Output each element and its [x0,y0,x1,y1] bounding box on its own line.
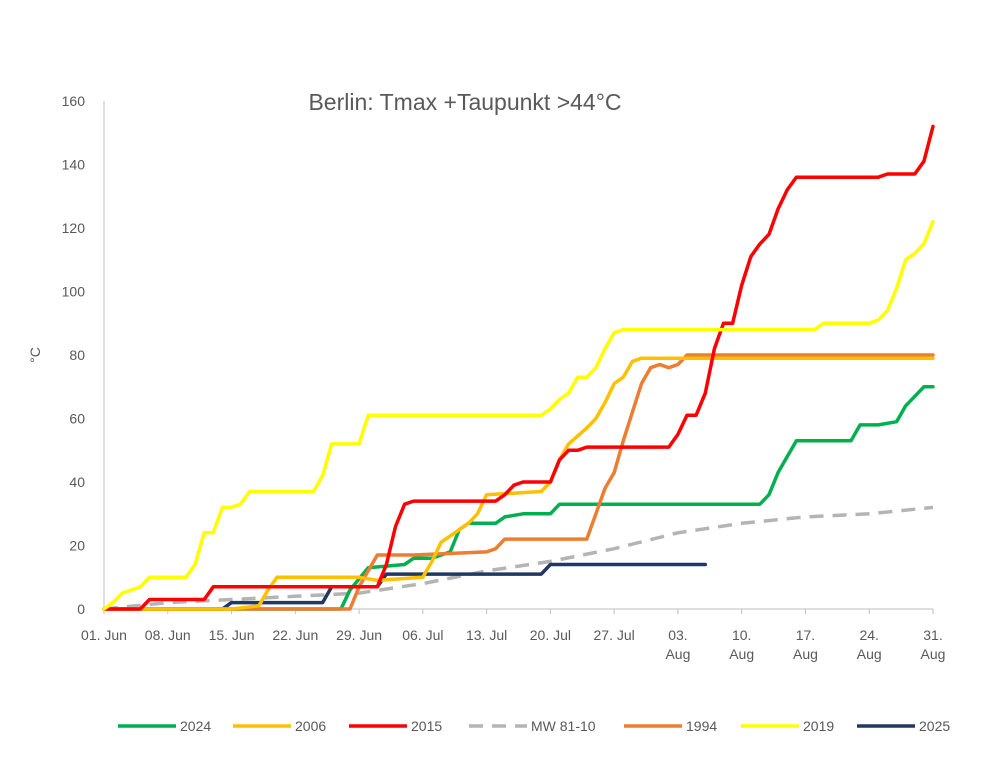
y-tick-label: 60 [69,411,85,427]
x-tick-label: 17. Aug [793,627,818,662]
y-tick-label: 40 [69,474,85,490]
legend-label: 2025 [919,718,950,734]
x-tick-label: 27. Jul [594,627,635,643]
y-tick-label: 160 [62,93,86,109]
y-tick-label: 80 [69,347,85,363]
x-tick-label: 08. Jun [145,627,191,643]
legend-label: 2015 [411,718,442,734]
y-axis-label: °C [27,347,43,363]
series-line-2006 [102,356,935,611]
x-tick-label: 31. Aug [921,627,946,662]
chart-title: Berlin: Tmax +Taupunkt >44°C [308,89,621,115]
x-tick-label: 15. Jun [209,627,255,643]
series-line-2015 [102,124,935,611]
series-line-1994 [102,353,935,611]
y-tick-labels: 0 20 40 60 80 100 120 140 160 [62,93,86,617]
series-lines [102,124,935,611]
x-tick-label: 13. Jul [466,627,507,643]
y-tick-label: 20 [69,538,85,554]
x-tick-label: 20. Jul [530,627,571,643]
x-tick-label: 06. Jul [402,627,443,643]
x-tick-label: 10. Aug [729,627,754,662]
y-tick-label: 140 [62,157,86,173]
y-tick-label: 120 [62,220,86,236]
legend-label: 2024 [180,718,211,734]
x-tick-label: 24. Aug [857,627,882,662]
x-tick-label: 01. Jun [81,627,127,643]
series-line-2024 [102,385,935,611]
x-tick-label: 29. Jun [336,627,382,643]
y-tick-label: 100 [62,284,86,300]
x-tick-labels: 01. Jun 08. Jun 15. Jun 22. Jun 29. Jun 06. J… [81,609,945,662]
series-line-2019 [102,219,935,611]
x-tick-label: 22. Jun [272,627,318,643]
legend-label: 2019 [803,718,834,734]
y-tick-label: 0 [77,601,85,617]
legend-label: 1994 [686,718,717,734]
legend-label: MW 81-10 [531,718,596,734]
legend-label: 2006 [295,718,326,734]
x-tick-label: 03. Aug [665,627,690,662]
legend: 2024 2006 2015 MW 81-10 1994 2019 2025 [118,718,950,734]
series-line-mw-81-10 [103,505,934,611]
